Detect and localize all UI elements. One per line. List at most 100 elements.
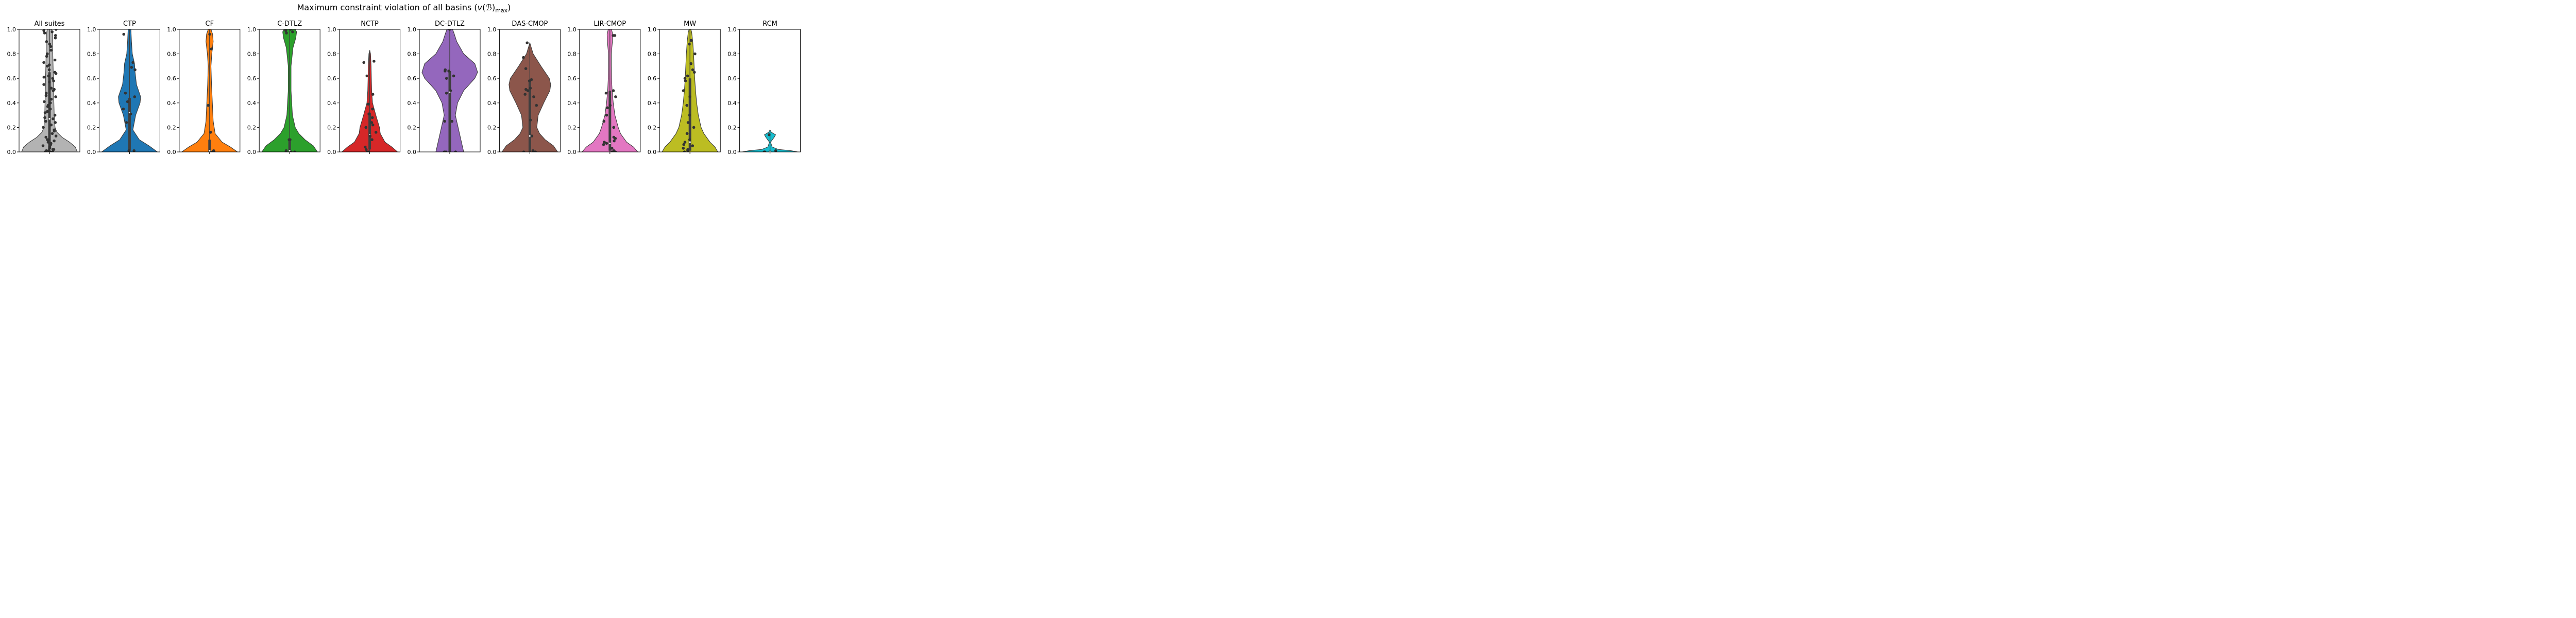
panel-plot-area: [101, 29, 158, 152]
data-point: [688, 95, 691, 98]
panel-plot-area: [421, 29, 478, 152]
data-point: [612, 135, 616, 139]
y-tick-label: 0.0: [247, 149, 257, 156]
data-point: [762, 150, 766, 152]
data-point: [529, 118, 532, 122]
data-point: [364, 148, 368, 151]
main-title: Maximum constraint violation of all basi…: [297, 3, 511, 14]
panel-plot-area: [582, 29, 638, 152]
y-tick-label: 0.2: [327, 124, 336, 131]
panel-3: C-DTLZ 0.0 0.2 0.4 0.6 0.8 1.0: [247, 20, 320, 156]
data-point: [284, 149, 288, 152]
violin-median: [689, 141, 691, 143]
y-tick-label: 0.8: [487, 51, 497, 58]
data-point: [685, 132, 689, 135]
data-point: [52, 79, 55, 82]
y-tick-label: 0.0: [87, 149, 96, 156]
y-tick-label: 0.2: [167, 124, 176, 131]
y-tick-label: 0.6: [727, 75, 737, 82]
panel-plot-area: [501, 41, 558, 152]
data-point: [133, 95, 137, 98]
y-tick-label: 0.6: [408, 75, 417, 82]
y-tick-label: 0.4: [567, 100, 577, 107]
data-point: [372, 60, 376, 63]
data-point: [43, 31, 46, 35]
panel-title: MW: [684, 20, 696, 28]
data-point: [51, 77, 54, 80]
data-point: [614, 95, 617, 98]
y-tick-label: 1.0: [487, 26, 497, 33]
panel-9: RCM 0.0 0.2 0.4 0.6 0.8 1.0: [727, 20, 801, 156]
data-point: [42, 76, 46, 79]
panel-title: DAS-CMOP: [512, 20, 548, 28]
data-point: [686, 74, 689, 78]
data-point: [530, 78, 533, 81]
data-point: [689, 39, 693, 42]
data-point: [450, 119, 454, 123]
data-point: [132, 149, 135, 152]
y-tick-label: 0.0: [648, 149, 657, 156]
data-point: [374, 131, 378, 134]
violin-box: [128, 98, 131, 151]
y-tick-label: 0.6: [167, 75, 176, 82]
data-point: [49, 123, 53, 127]
data-point: [42, 126, 45, 129]
y-tick-label: 0.8: [7, 51, 16, 58]
data-point: [768, 133, 771, 136]
panel-plot-area: [742, 129, 798, 152]
data-point: [371, 107, 374, 111]
y-tick-label: 0.6: [247, 75, 257, 82]
data-point: [682, 89, 685, 92]
data-point: [602, 143, 605, 146]
panel-title: RCM: [762, 20, 777, 28]
data-point: [208, 32, 211, 36]
data-point: [46, 110, 49, 113]
y-tick-label: 0.6: [487, 75, 497, 82]
data-point: [43, 116, 46, 119]
panel-6: DAS-CMOP 0.0 0.2 0.4 0.6 0.8 1.0: [487, 20, 561, 156]
data-point: [364, 126, 367, 129]
y-tick-label: 0.8: [167, 51, 176, 58]
y-tick-label: 0.2: [408, 124, 417, 131]
data-point: [612, 149, 616, 152]
panel-4: NCTP 0.0 0.2 0.4 0.6 0.8 1.0: [327, 20, 401, 156]
panel-title: LIR-CMOP: [594, 20, 626, 28]
y-tick-label: 0.2: [648, 124, 657, 131]
y-tick-label: 0.2: [87, 124, 96, 131]
data-point: [367, 112, 370, 115]
data-point: [605, 113, 608, 117]
panel-title: C-DTLZ: [277, 20, 302, 28]
data-point: [529, 87, 532, 90]
data-point: [368, 134, 372, 138]
data-point: [613, 139, 616, 143]
data-point: [49, 45, 53, 48]
data-point: [611, 147, 614, 150]
y-tick-label: 1.0: [167, 26, 176, 33]
panel-plot-area: [261, 29, 318, 152]
data-point: [526, 41, 529, 44]
data-point: [612, 126, 615, 129]
y-tick-label: 0.8: [567, 51, 577, 58]
data-point: [606, 106, 609, 110]
data-point: [602, 119, 605, 123]
y-tick-label: 1.0: [327, 26, 336, 33]
panel-title: DC-DTLZ: [435, 20, 465, 28]
violin-box: [368, 112, 371, 150]
violin-median: [48, 118, 50, 120]
y-tick-label: 1.0: [247, 26, 257, 33]
y-tick-label: 0.0: [7, 149, 16, 156]
data-point: [130, 66, 133, 69]
data-point: [686, 148, 689, 151]
data-point: [51, 148, 55, 151]
panel-title: CTP: [123, 20, 136, 28]
data-point: [53, 58, 57, 62]
data-point: [43, 111, 47, 114]
y-tick-label: 1.0: [7, 26, 16, 33]
panel-plot-area: [341, 50, 398, 152]
data-point: [364, 145, 367, 149]
data-point: [46, 141, 50, 144]
data-point: [683, 77, 687, 80]
panel-title: All suites: [35, 20, 65, 28]
y-tick-label: 0.8: [648, 51, 657, 58]
data-point: [53, 113, 57, 117]
